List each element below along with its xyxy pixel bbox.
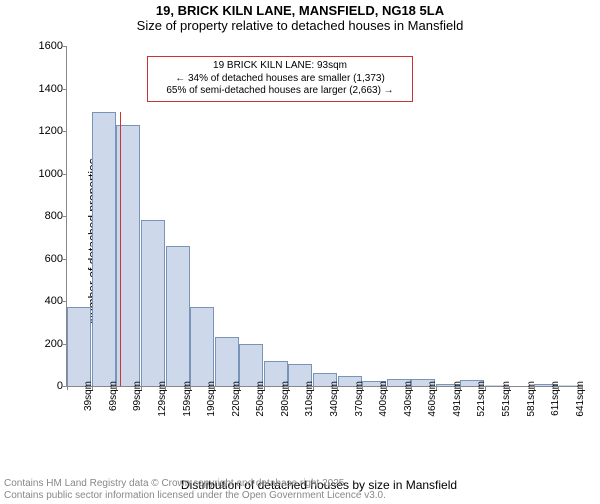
x-tick-mark: [288, 386, 289, 390]
x-tick-label: 611sqm: [550, 381, 561, 416]
x-tick-mark: [239, 386, 240, 390]
plot-area: 19 BRICK KILN LANE: 93sqm ← 34% of detac…: [66, 46, 583, 387]
x-tick-label: 581sqm: [526, 381, 537, 417]
histogram-bar: [92, 112, 116, 386]
x-tick-mark: [165, 386, 166, 390]
x-tick-mark: [362, 386, 363, 390]
x-tick-label: 460sqm: [427, 381, 438, 417]
x-tick-mark: [67, 386, 68, 390]
x-tick-label: 190sqm: [206, 381, 217, 417]
x-tick-label: 521sqm: [476, 381, 487, 417]
x-tick-mark: [460, 386, 461, 390]
y-tick-label: 400: [27, 295, 63, 307]
x-tick-mark: [558, 386, 559, 390]
histogram-bar: [215, 337, 239, 386]
x-tick-label: 129sqm: [157, 381, 168, 417]
y-tick-mark: [63, 259, 67, 260]
x-tick-label: 220sqm: [231, 381, 242, 417]
chart-container: Number of detached properties 19 BRICK K…: [52, 46, 586, 436]
x-tick-label: 250sqm: [255, 381, 266, 417]
y-tick-mark: [63, 216, 67, 217]
annotation-line-3: 65% of semi-detached houses are larger (…: [154, 85, 406, 98]
footer-attribution: Contains HM Land Registry data © Crown c…: [4, 478, 386, 502]
x-tick-mark: [313, 386, 314, 390]
x-tick-mark: [509, 386, 510, 390]
x-tick-label: 159sqm: [182, 381, 193, 417]
annotation-line-2: ← 34% of detached houses are smaller (1,…: [154, 73, 406, 86]
histogram-bar: [190, 307, 214, 386]
x-tick-label: 280sqm: [280, 381, 291, 417]
x-tick-label: 491sqm: [452, 381, 463, 417]
x-tick-mark: [436, 386, 437, 390]
x-tick-label: 310sqm: [304, 381, 315, 417]
x-tick-mark: [190, 386, 191, 390]
y-tick-mark: [63, 131, 67, 132]
x-tick-mark: [92, 386, 93, 390]
y-tick-label: 200: [27, 338, 63, 350]
x-tick-mark: [264, 386, 265, 390]
x-tick-label: 430sqm: [403, 381, 414, 417]
histogram-bar: [141, 220, 165, 386]
y-tick-label: 800: [27, 210, 63, 222]
y-tick-label: 0: [27, 380, 63, 392]
x-tick-mark: [386, 386, 387, 390]
highlight-line: [120, 112, 121, 386]
y-tick-mark: [63, 301, 67, 302]
x-tick-mark: [485, 386, 486, 390]
histogram-bar: [239, 344, 263, 387]
y-tick-mark: [63, 89, 67, 90]
y-tick-mark: [63, 46, 67, 47]
histogram-bar: [166, 246, 190, 386]
footer-line-1: Contains HM Land Registry data © Crown c…: [4, 478, 386, 490]
x-tick-mark: [411, 386, 412, 390]
x-tick-mark: [337, 386, 338, 390]
y-tick-mark: [63, 174, 67, 175]
x-tick-label: 641sqm: [575, 381, 586, 417]
y-tick-label: 1600: [27, 40, 63, 52]
annotation-box: 19 BRICK KILN LANE: 93sqm ← 34% of detac…: [147, 56, 413, 102]
x-tick-label: 400sqm: [378, 381, 389, 417]
x-tick-label: 370sqm: [354, 381, 365, 417]
x-tick-mark: [534, 386, 535, 390]
x-tick-mark: [582, 386, 583, 390]
footer-line-2: Contains public sector information licen…: [4, 490, 386, 502]
y-tick-label: 600: [27, 253, 63, 265]
y-tick-label: 1000: [27, 168, 63, 180]
x-tick-mark: [116, 386, 117, 390]
annotation-line-1: 19 BRICK KILN LANE: 93sqm: [154, 60, 406, 73]
chart-subtitle: Size of property relative to detached ho…: [0, 19, 600, 33]
chart-title: 19, BRICK KILN LANE, MANSFIELD, NG18 5LA: [0, 4, 600, 18]
x-tick-label: 340sqm: [329, 381, 340, 417]
x-tick-mark: [141, 386, 142, 390]
y-tick-label: 1400: [27, 83, 63, 95]
y-tick-label: 1200: [27, 125, 63, 137]
x-tick-label: 551sqm: [501, 381, 512, 417]
histogram-bar: [67, 307, 91, 386]
x-tick-mark: [214, 386, 215, 390]
